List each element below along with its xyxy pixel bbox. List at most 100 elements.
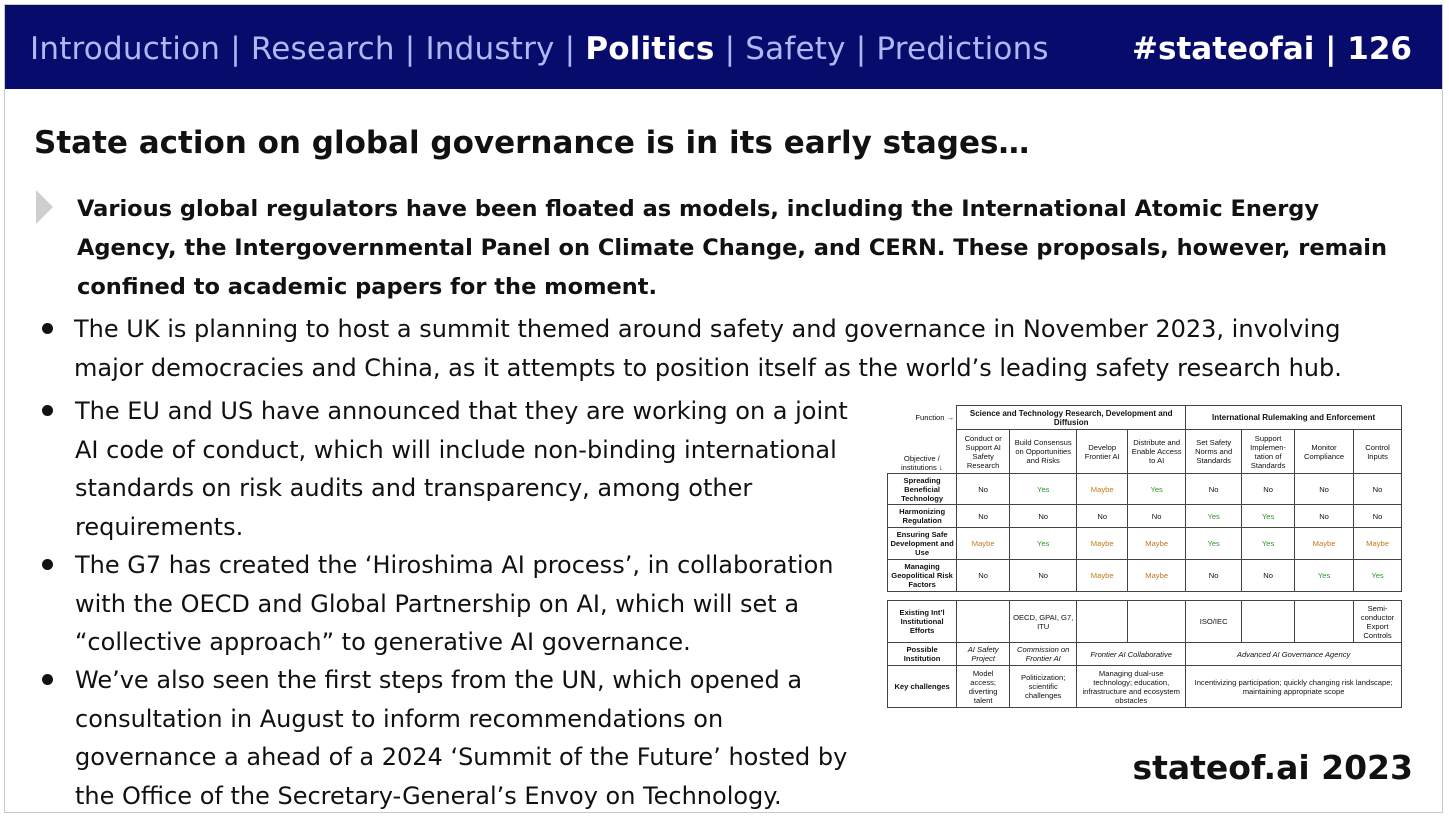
- lead-paragraph: Various global regulators have been floa…: [77, 196, 1387, 300]
- table-cell: Yes: [1009, 527, 1078, 560]
- row-header: Existing Int’l Institutional Efforts: [886, 600, 958, 643]
- table-cell: No: [1127, 504, 1187, 528]
- column-header: Control Inputs: [1353, 429, 1402, 474]
- column-header: Monitor Compliance: [1294, 429, 1355, 474]
- row-header: Key challenges: [886, 665, 958, 708]
- table-cell: No: [1353, 504, 1402, 528]
- corner-function-label: Function →: [915, 413, 955, 422]
- table-cell: Commission on Frontier AI: [1009, 642, 1078, 666]
- table-cell: Yes: [1185, 527, 1243, 560]
- row-header: Harmonizing Regulation: [886, 504, 958, 528]
- column-header: Develop Frontier AI: [1076, 429, 1129, 474]
- table-cell: No: [956, 473, 1011, 505]
- table-cell: No: [1241, 559, 1296, 592]
- table-cell: Yes: [1009, 473, 1078, 505]
- group-header-science: Science and Technology Research, Develop…: [956, 405, 1187, 430]
- table-row: Possible Institution AI Safety Project C…: [886, 642, 1402, 666]
- column-header: Set Safety Norms and Standards: [1185, 429, 1243, 474]
- table-row: Spreading Beneficial Technology No Yes M…: [886, 473, 1402, 505]
- table-cell: Maybe: [956, 527, 1011, 560]
- table-cell: No: [1185, 559, 1243, 592]
- bullet-g7-hiroshima: The G7 has created the ‘Hiroshima AI pro…: [75, 551, 834, 656]
- table-row: Key challenges Model access; diverting t…: [886, 665, 1402, 708]
- table-cell: AI Safety Project: [956, 642, 1011, 666]
- group-header-rulemaking: International Rulemaking and Enforcement: [1185, 405, 1402, 430]
- nav-separator: |: [554, 31, 586, 67]
- bullet-dot-icon: [42, 674, 53, 685]
- table-cell: Semi-conductor Export Controls: [1353, 600, 1402, 643]
- table-cell: OECD, GPAI, G7, ITU: [1009, 600, 1078, 643]
- table-cell: Maybe: [1076, 473, 1129, 505]
- nav-predictions[interactable]: Predictions: [876, 31, 1049, 67]
- bullet-uk-summit: The UK is planning to host a summit them…: [74, 315, 1342, 382]
- bullet-eu-us-code: The EU and US have announced that they a…: [75, 397, 848, 541]
- table-cell: No: [1294, 473, 1355, 505]
- table-cell: No: [1009, 504, 1078, 528]
- slide-title: State action on global governance is in …: [34, 125, 1030, 161]
- table-cell: [956, 600, 1011, 643]
- table-cell: Managing dual-use technology; education,…: [1076, 665, 1187, 708]
- table-cell: [1294, 600, 1355, 643]
- bullet-dot-icon: [42, 405, 53, 416]
- table-cell: [1076, 600, 1129, 643]
- table-cell: Politicization; scientific challenges: [1009, 665, 1078, 708]
- nav-separator: |: [845, 31, 877, 67]
- table-row: Harmonizing Regulation No No No No Yes Y…: [886, 504, 1402, 528]
- table-row: Ensuring Safe Development and Use Maybe …: [886, 527, 1402, 560]
- table-cell: Maybe: [1076, 527, 1129, 560]
- table-cell: No: [1353, 473, 1402, 505]
- page-id: #stateofai | 126: [1132, 31, 1412, 67]
- table-cell: Yes: [1185, 504, 1243, 528]
- column-header: Support Implemen-tation of Standards: [1241, 429, 1296, 474]
- table-cell: Maybe: [1076, 559, 1129, 592]
- table-cell: [1241, 600, 1296, 643]
- table-cell: No: [1294, 504, 1355, 528]
- nav-separator: |: [394, 31, 426, 67]
- column-header: Distribute and Enable Access to AI: [1127, 429, 1187, 474]
- table-cell: Yes: [1127, 473, 1187, 505]
- table-cell: Yes: [1294, 559, 1355, 592]
- nav-research[interactable]: Research: [250, 31, 395, 67]
- table-cell: Maybe: [1353, 527, 1402, 560]
- footer-brand: stateof.ai 2023: [1132, 748, 1413, 787]
- table-cell: Model access; diverting talent: [956, 665, 1011, 708]
- header-bar: Introduction | Research | Industry | Pol…: [5, 5, 1442, 89]
- table-cell: Maybe: [1127, 559, 1187, 592]
- nav-introduction[interactable]: Introduction: [30, 31, 221, 67]
- lead-arrow-icon: [36, 190, 53, 224]
- row-header: Possible Institution: [886, 642, 958, 666]
- table-cell: ISO/IEC: [1185, 600, 1243, 643]
- table-cell: Maybe: [1294, 527, 1355, 560]
- table-cell: Advanced AI Governance Agency: [1185, 642, 1402, 666]
- table-row: Managing Geopolitical Risk Factors No No…: [886, 559, 1402, 592]
- table-cell: [1127, 600, 1187, 643]
- bullet-dot-icon: [42, 323, 53, 334]
- table-cell: Incentivizing participation; quickly cha…: [1185, 665, 1402, 708]
- table-cell: Yes: [1353, 559, 1402, 592]
- section-nav: Introduction | Research | Industry | Pol…: [30, 31, 1049, 67]
- table-cell: Frontier AI Collaborative: [1076, 642, 1187, 666]
- table-cell: No: [1241, 473, 1296, 505]
- table-cell: Maybe: [1127, 527, 1187, 560]
- table-cell: Yes: [1241, 504, 1296, 528]
- nav-separator: |: [714, 31, 746, 67]
- nav-industry[interactable]: Industry: [425, 31, 555, 67]
- table-cell: No: [1009, 559, 1078, 592]
- bullet-dot-icon: [42, 559, 53, 570]
- bullet-un-consultation: We’ve also seen the first steps from the…: [75, 666, 848, 810]
- table-row: Existing Int’l Institutional Efforts OEC…: [886, 600, 1402, 643]
- table-cell: No: [956, 559, 1011, 592]
- corner-objective-label: Objective / institutions ↓: [900, 454, 943, 472]
- row-header: Spreading Beneficial Technology: [886, 473, 958, 505]
- nav-safety[interactable]: Safety: [745, 31, 846, 67]
- governance-table-figure: Function → Science and Technology Resear…: [886, 405, 1402, 708]
- column-header: Build Consensus on Opportunities and Ris…: [1009, 429, 1078, 474]
- row-header: Managing Geopolitical Risk Factors: [886, 559, 958, 592]
- column-header: Conduct or Support AI Safety Research: [956, 429, 1011, 474]
- table-cell: No: [956, 504, 1011, 528]
- table-cell: No: [1185, 473, 1243, 505]
- table-cell: Yes: [1241, 527, 1296, 560]
- governance-function-table: Function → Science and Technology Resear…: [886, 405, 1402, 708]
- table-cell: No: [1076, 504, 1129, 528]
- nav-politics[interactable]: Politics: [585, 31, 715, 67]
